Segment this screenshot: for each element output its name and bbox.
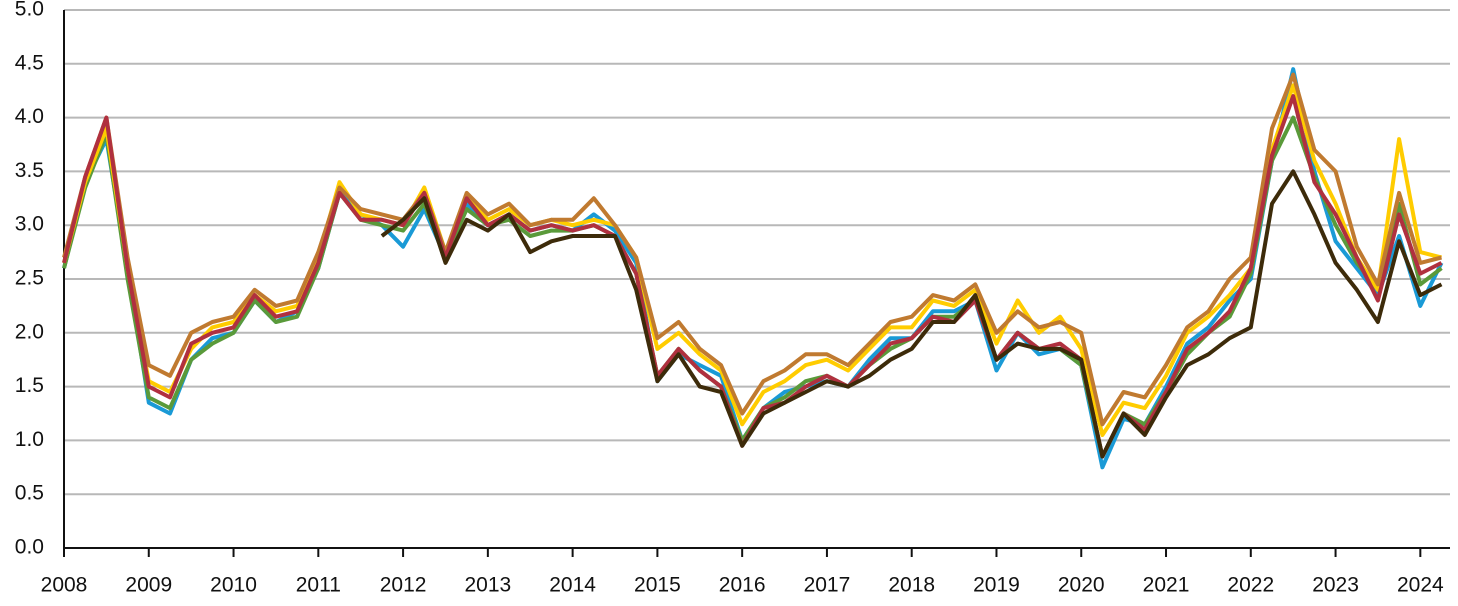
series-line bbox=[62, 72, 1442, 427]
x-tick-label: 2018 bbox=[888, 574, 935, 597]
x-tick-label: 2017 bbox=[804, 574, 851, 597]
x-tick-label: 2019 bbox=[973, 574, 1020, 597]
y-tick-label: 3.5 bbox=[15, 159, 44, 182]
x-tick-label: 2022 bbox=[1227, 574, 1274, 597]
y-tick-label: 2.5 bbox=[15, 267, 44, 290]
x-tick-label: 2016 bbox=[719, 574, 766, 597]
y-tick-label: 1.5 bbox=[15, 374, 44, 397]
y-tick-label: 4.0 bbox=[15, 105, 44, 128]
y-tick-label: 0.0 bbox=[15, 536, 44, 559]
series-line bbox=[380, 169, 1443, 459]
y-tick-label: 2.0 bbox=[15, 320, 44, 343]
x-tick-label: 2012 bbox=[380, 574, 427, 597]
x-tick-label: 2023 bbox=[1312, 574, 1359, 597]
y-tick-label: 3.0 bbox=[15, 213, 44, 236]
x-tick-label: 2011 bbox=[296, 574, 341, 597]
x-tick-label: 2021 bbox=[1143, 574, 1190, 597]
y-tick-label: 5.0 bbox=[15, 0, 44, 21]
y-tick-label: 4.5 bbox=[15, 51, 44, 74]
x-tick-label: 2009 bbox=[125, 574, 172, 597]
x-tick-label: 2024 bbox=[1397, 574, 1444, 597]
y-tick-label: 1.0 bbox=[15, 428, 44, 451]
series-line bbox=[62, 83, 1442, 437]
x-tick-label: 2015 bbox=[634, 574, 681, 597]
x-tick-label: 2008 bbox=[41, 574, 88, 597]
x-tick-label: 2013 bbox=[464, 574, 511, 597]
y-tick-label: 0.5 bbox=[15, 482, 44, 505]
x-tick-label: 2010 bbox=[210, 574, 257, 597]
x-tick-label: 2014 bbox=[549, 574, 596, 597]
x-tick-label: 2020 bbox=[1058, 574, 1105, 597]
